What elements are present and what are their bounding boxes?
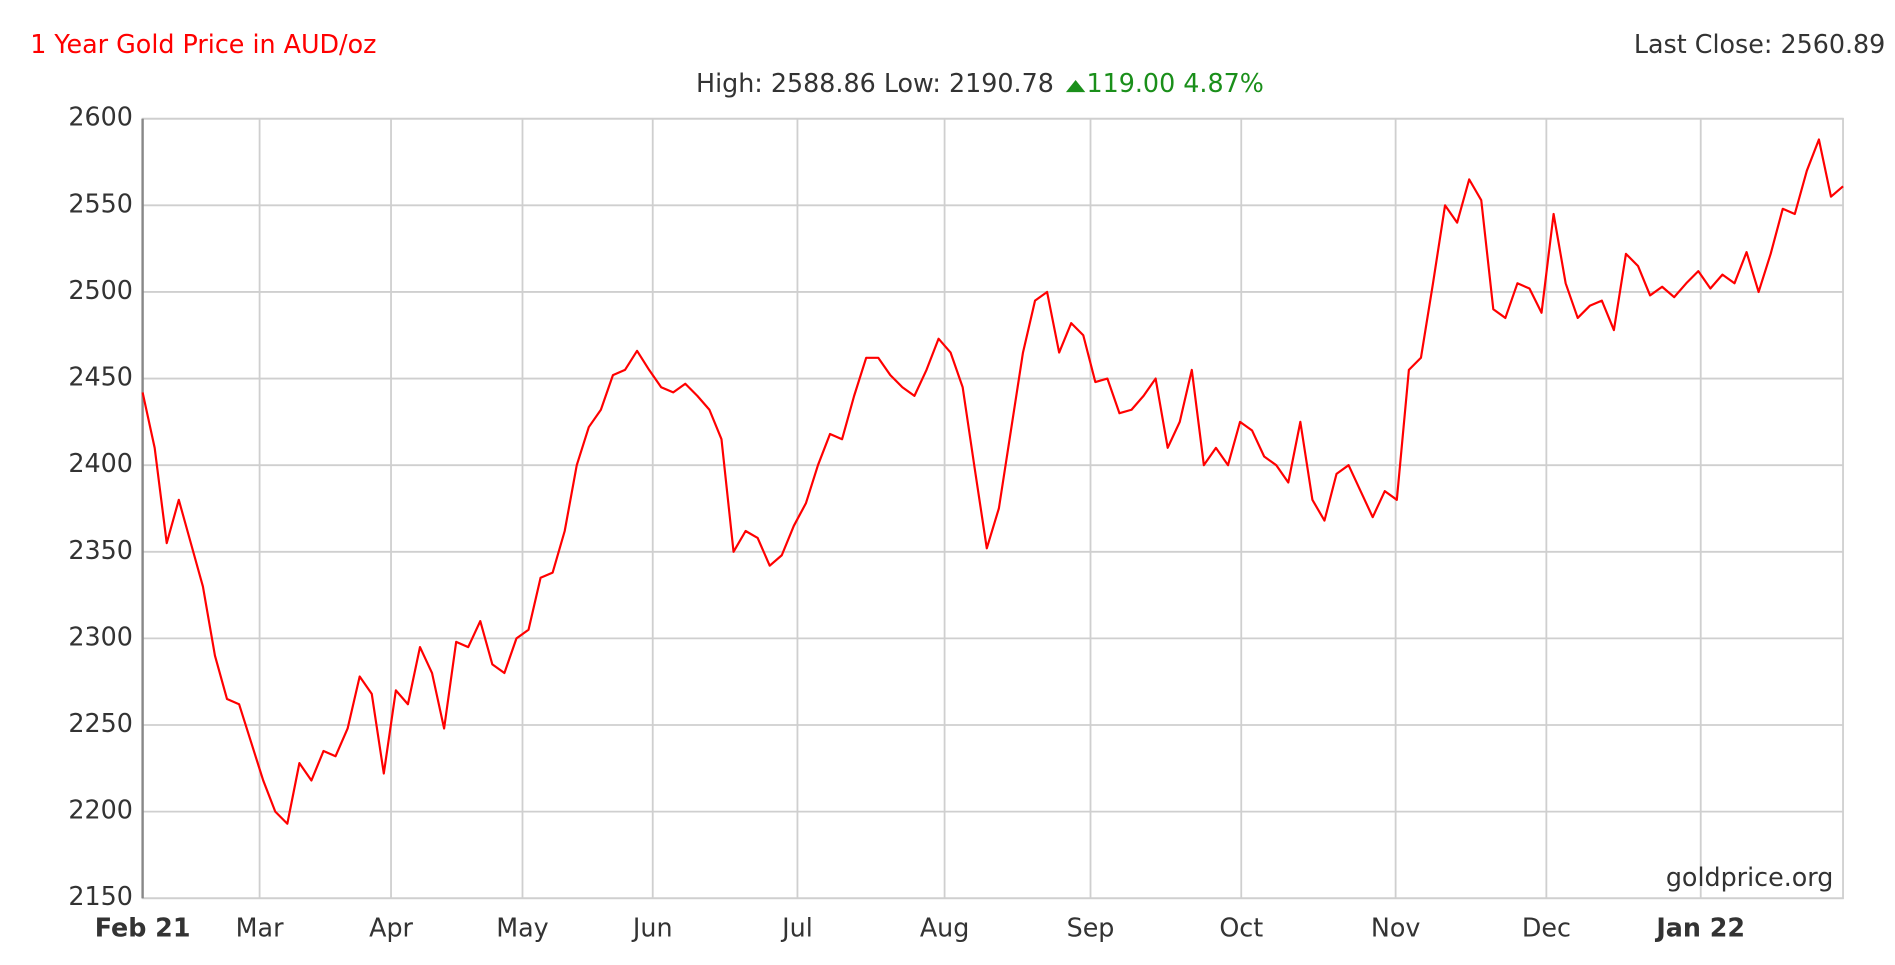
x-tick-label: Mar bbox=[236, 913, 284, 943]
x-tick-label: Oct bbox=[1219, 913, 1263, 943]
y-tick-label: 2250 bbox=[68, 708, 133, 738]
chart-title: 1 Year Gold Price in AUD/oz bbox=[30, 29, 376, 59]
y-tick-label: 2200 bbox=[68, 795, 133, 825]
plot-frame bbox=[141, 117, 1844, 900]
y-tick-label: 2550 bbox=[68, 188, 133, 218]
y-tick-label: 2150 bbox=[68, 881, 133, 911]
last-close: Last Close: 2560.89 bbox=[1634, 29, 1885, 59]
up-arrow bbox=[1065, 80, 1086, 93]
watermark: goldprice.org bbox=[1666, 862, 1834, 892]
x-tick-label: May bbox=[496, 913, 548, 943]
y-tick-label: 2400 bbox=[68, 448, 133, 478]
y-tick-label: 2600 bbox=[68, 102, 133, 132]
x-tick-label: Feb 21 bbox=[95, 913, 191, 943]
y-tick-label: 2450 bbox=[68, 362, 133, 392]
x-tick-label: Aug bbox=[920, 913, 970, 943]
change: 119.00 4.87% bbox=[1086, 68, 1263, 98]
x-tick-label: Jan 22 bbox=[1654, 913, 1745, 943]
y-tick-label: 2500 bbox=[68, 275, 133, 305]
x-tick-label: Jun bbox=[631, 913, 673, 943]
y-tick-label: 2300 bbox=[68, 621, 133, 651]
x-tick-label: Nov bbox=[1371, 913, 1420, 943]
x-tick-label: Apr bbox=[369, 913, 413, 943]
x-tick-label: Sep bbox=[1067, 913, 1115, 943]
subtitle: High: 2588.86 Low: 2190.78 bbox=[696, 68, 1054, 98]
price-line bbox=[141, 138, 1844, 825]
x-tick-label: Dec bbox=[1522, 913, 1571, 943]
x-tick-label: Jul bbox=[780, 913, 813, 943]
y-tick-label: 2350 bbox=[68, 535, 133, 565]
